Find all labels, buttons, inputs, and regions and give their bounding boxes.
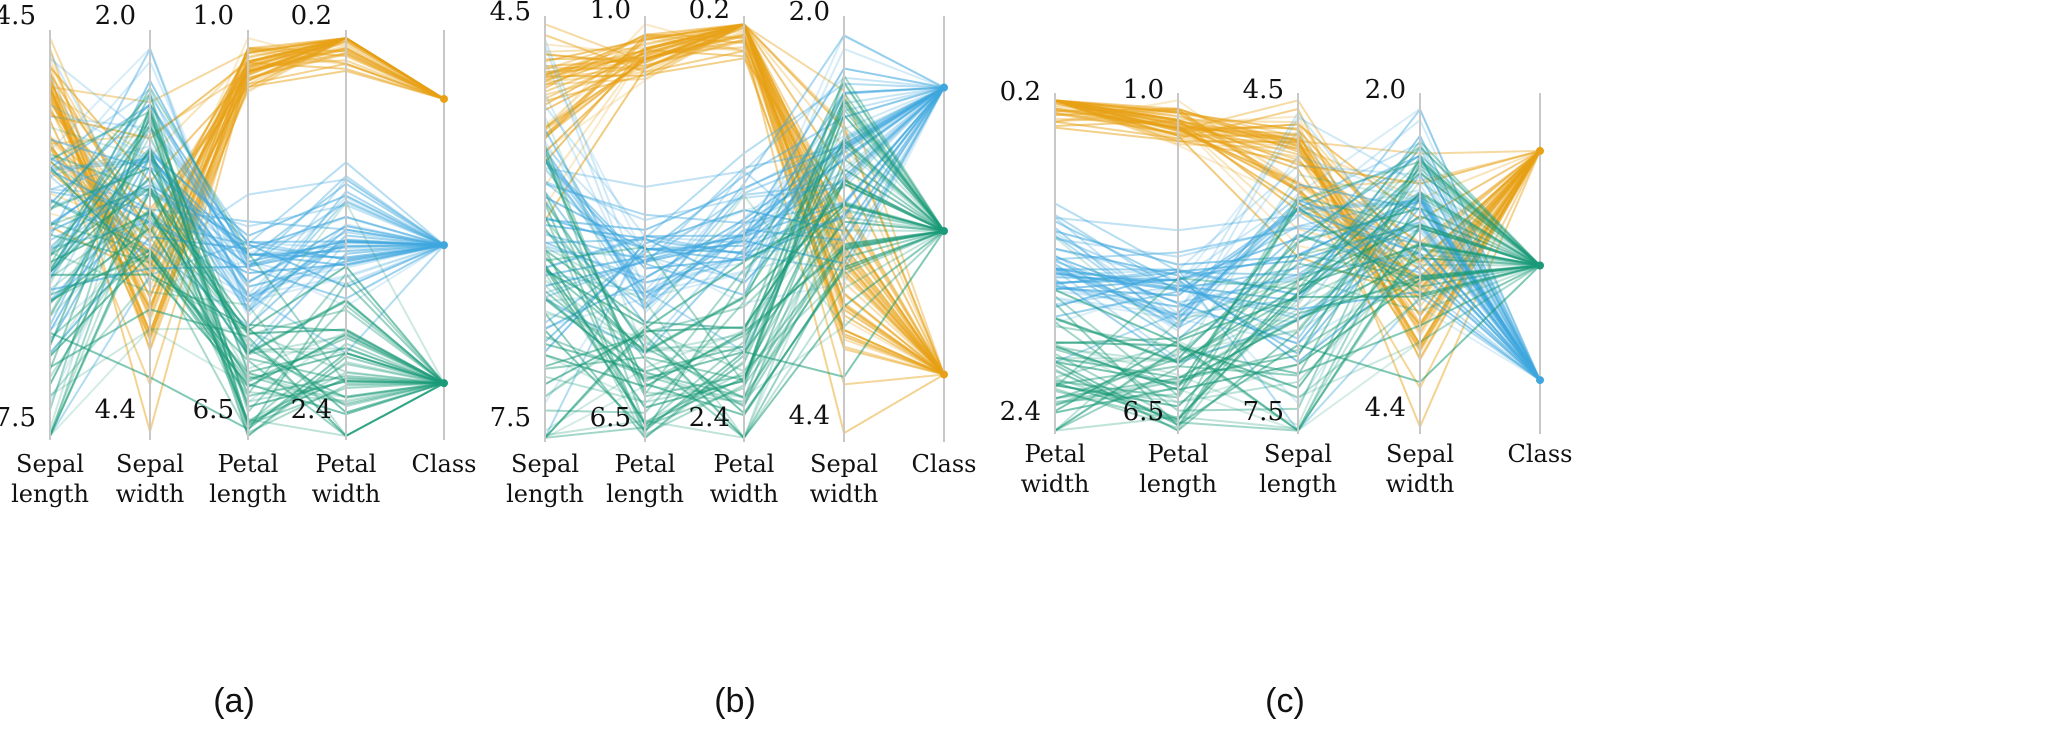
class-node-setosa bbox=[940, 370, 948, 379]
axis-label: length bbox=[1139, 470, 1217, 498]
axis-bottom-tick: 6.5 bbox=[1123, 397, 1164, 427]
class-node-versicolor bbox=[940, 83, 948, 92]
axis-label: length bbox=[209, 480, 287, 508]
axis-bottom-tick: 4.4 bbox=[789, 401, 830, 431]
axis-bottom-tick: 2.4 bbox=[1000, 397, 1041, 427]
axis-label: width bbox=[116, 480, 185, 508]
axis-top-tick: 1.0 bbox=[1123, 75, 1164, 105]
axis-top-tick: 2.0 bbox=[789, 0, 830, 27]
axis-label: Sepal bbox=[1264, 440, 1332, 468]
axis-label: length bbox=[606, 480, 684, 508]
axis-label: Petal bbox=[615, 450, 676, 478]
axis-label: Class bbox=[1508, 440, 1573, 468]
class-node-versicolor bbox=[440, 241, 448, 250]
axis-top-tick: 0.2 bbox=[291, 1, 332, 31]
axis-top-tick: 1.0 bbox=[590, 0, 631, 25]
class-node-setosa bbox=[1536, 146, 1544, 155]
axis-bottom-tick: 4.4 bbox=[95, 395, 136, 425]
axis-label: Sepal bbox=[511, 450, 579, 478]
axis-label: Sepal bbox=[116, 450, 184, 478]
axis-bottom-tick: 2.4 bbox=[689, 403, 730, 433]
axis-label: width bbox=[1386, 470, 1455, 498]
axis-top-tick: 0.2 bbox=[1000, 77, 1041, 107]
axis-label: Petal bbox=[1148, 440, 1209, 468]
class-node-virginica bbox=[940, 227, 948, 235]
axis-bottom-tick: 4.4 bbox=[1365, 393, 1406, 423]
axis-label: width bbox=[312, 480, 381, 508]
axis-top-tick: 2.0 bbox=[95, 1, 136, 31]
axis-label: Class bbox=[412, 450, 477, 478]
axis-top-tick: 0.2 bbox=[689, 0, 730, 25]
axis-label: length bbox=[11, 480, 89, 508]
axis-label: Petal bbox=[714, 450, 775, 478]
panel-label: (a) bbox=[213, 682, 255, 720]
chart-panel-2: 4.57.5Sepallength1.06.5Petallength0.22.4… bbox=[490, 0, 977, 720]
class-node-virginica bbox=[440, 379, 448, 388]
axis-top-tick: 4.5 bbox=[0, 1, 36, 31]
axis-bottom-tick: 7.5 bbox=[0, 403, 36, 433]
axis-bottom-tick: 2.4 bbox=[291, 395, 332, 425]
axis-label: Petal bbox=[316, 450, 377, 478]
chart-panel-1: 4.57.5Sepallength2.04.4Sepalwidth1.06.5P… bbox=[0, 1, 476, 720]
axis-label: Petal bbox=[1025, 440, 1086, 468]
panel-label: (c) bbox=[1265, 682, 1305, 720]
axis-label: Sepal bbox=[810, 450, 878, 478]
axis-top-tick: 2.0 bbox=[1365, 75, 1406, 105]
axis-label: Sepal bbox=[16, 450, 84, 478]
axis-bottom-tick: 6.5 bbox=[193, 395, 234, 425]
class-node-versicolor bbox=[1536, 376, 1544, 385]
axis-top-tick: 4.5 bbox=[490, 0, 531, 27]
axis-bottom-tick: 6.5 bbox=[590, 403, 631, 433]
axis-top-tick: 1.0 bbox=[193, 1, 234, 31]
axis-bottom-tick: 7.5 bbox=[490, 403, 531, 433]
panel-label: (b) bbox=[714, 682, 756, 720]
class-node-virginica bbox=[1536, 261, 1544, 270]
axis-label: Petal bbox=[218, 450, 279, 478]
axis-label: width bbox=[710, 480, 779, 508]
axis-label: Sepal bbox=[1386, 440, 1454, 468]
axis-label: Class bbox=[912, 450, 977, 478]
chart-panel-3: 0.22.4Petalwidth1.06.5Petallength4.57.5S… bbox=[1000, 75, 1573, 720]
axis-label: length bbox=[1259, 470, 1337, 498]
class-node-setosa bbox=[440, 94, 448, 103]
axis-label: length bbox=[506, 480, 584, 508]
axis-label: width bbox=[1021, 470, 1090, 498]
axis-label: width bbox=[810, 480, 879, 508]
axis-top-tick: 4.5 bbox=[1243, 75, 1284, 105]
axis-bottom-tick: 7.5 bbox=[1243, 397, 1284, 427]
